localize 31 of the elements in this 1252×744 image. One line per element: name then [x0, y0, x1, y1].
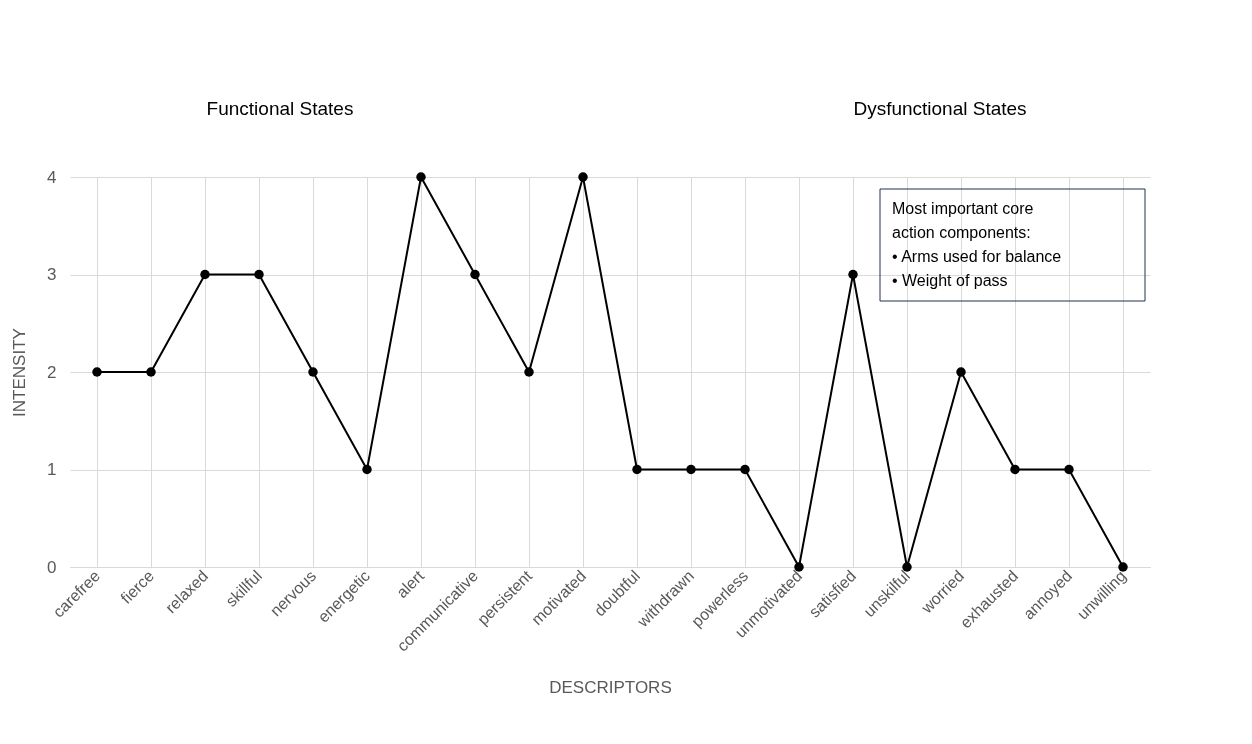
- y-tick-label: 3: [47, 265, 57, 284]
- point: [254, 269, 264, 280]
- y-tick-label: 4: [47, 167, 57, 187]
- y-tick-label: 0: [47, 557, 57, 577]
- y-tick-label: 2: [47, 362, 57, 382]
- point: [848, 269, 858, 280]
- annotation: action components:: [892, 224, 1031, 241]
- point: [578, 172, 588, 182]
- text: Dysfunctional States: [853, 98, 1027, 119]
- point: [416, 172, 426, 182]
- y-axis-title: INTENSITY: [10, 328, 30, 417]
- point: [524, 367, 534, 377]
- point: [956, 367, 966, 377]
- annotation: • Arms used for balance: [892, 248, 1062, 265]
- x-axis-title: DESCRIPTORS: [549, 677, 672, 697]
- annotation: Most important core: [892, 200, 1034, 217]
- point: [1118, 562, 1128, 572]
- point: [686, 464, 696, 475]
- point: [92, 367, 102, 377]
- point: [1010, 464, 1020, 475]
- point: [1064, 464, 1074, 475]
- y-tick-label: 1: [47, 460, 57, 479]
- point: [632, 464, 642, 475]
- text: Functional States: [206, 98, 354, 119]
- point: [200, 269, 210, 280]
- point: [470, 269, 480, 280]
- annotation: • Weight of pass: [892, 272, 1008, 289]
- point: [740, 464, 750, 475]
- point: [308, 367, 318, 377]
- point: [146, 367, 156, 377]
- point: [362, 464, 372, 475]
